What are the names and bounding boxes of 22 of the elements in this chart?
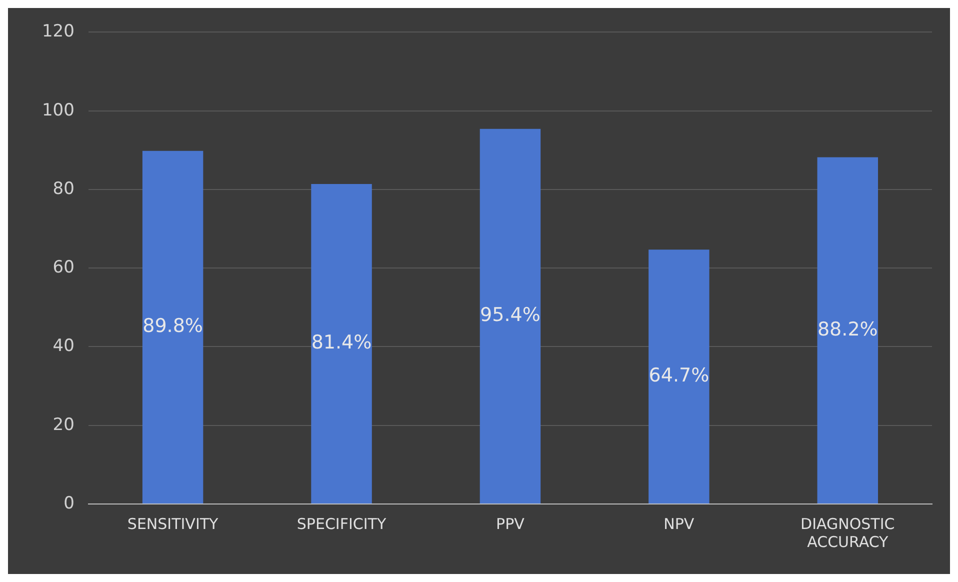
bar xyxy=(142,150,204,504)
bar xyxy=(480,128,541,504)
y-tick-label: 80 xyxy=(52,178,74,199)
y-tick-label: 40 xyxy=(52,336,74,356)
x-tick-label: NPV xyxy=(664,514,695,533)
y-tick-label: 100 xyxy=(42,100,74,120)
data-label: 95.4% xyxy=(480,304,540,326)
bar xyxy=(311,184,372,504)
bar xyxy=(817,157,878,504)
x-tick-label: SPECIFICITY xyxy=(296,514,387,533)
x-tick-label: DIAGNOSTIC ACCURACY xyxy=(800,514,895,551)
x-tick-label: PPV xyxy=(496,514,526,533)
data-label: 89.8% xyxy=(142,315,203,338)
bar xyxy=(648,250,710,504)
data-label: 88.2% xyxy=(817,318,878,340)
data-label: 81.4% xyxy=(311,332,372,354)
y-tick-label: 20 xyxy=(52,414,74,435)
data-label: 64.7% xyxy=(648,364,710,386)
x-tick-label: SENSITIVITY xyxy=(127,514,220,533)
y-tick-label: 0 xyxy=(64,493,74,514)
y-tick-label: 120 xyxy=(42,22,74,42)
y-tick-label: 60 xyxy=(52,258,74,278)
